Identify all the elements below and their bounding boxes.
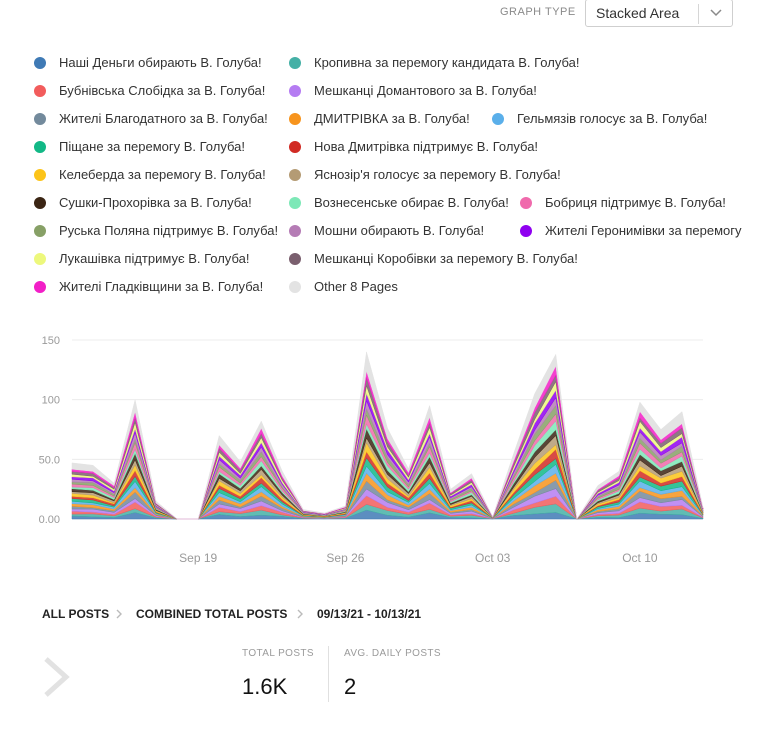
- y-tick-label: 100: [42, 395, 60, 407]
- legend-swatch: [289, 197, 301, 209]
- legend-swatch: [289, 85, 301, 97]
- chevron-right-icon: [297, 609, 303, 619]
- select-divider: [698, 4, 699, 24]
- legend-label: ДМИТРІВКА за В. Голуба!: [314, 111, 470, 126]
- y-tick-label: 50.0: [39, 454, 60, 466]
- legend-swatch: [520, 197, 532, 209]
- legend-swatch: [289, 57, 301, 69]
- legend-swatch: [289, 225, 301, 237]
- legend-label: Піщане за перемогу В. Голуба!: [59, 139, 245, 154]
- legend-swatch: [34, 85, 46, 97]
- legend-label: Нова Дмитрівка підтримує В. Голуба!: [314, 139, 539, 154]
- y-tick-label: 0.00: [39, 514, 60, 526]
- legend-label: Бобриця підтримує В. Голуба!: [545, 195, 726, 210]
- legend-label: Бубнівська Слобідка за В. Голуба!: [59, 83, 266, 98]
- legend-label: Жителі Благодатного за В. Голуба!: [59, 111, 268, 126]
- legend-swatch: [34, 281, 46, 293]
- x-tick-label: Sep 26: [326, 551, 364, 565]
- legend-label: Вознесенське обирає В. Голуба!: [314, 195, 509, 210]
- graph-type-value: Stacked Area: [596, 5, 680, 21]
- chevron-right-icon: [116, 609, 122, 619]
- legend-swatch: [289, 141, 301, 153]
- metrics-panel: TOTAL POSTS 1.6K AVG. DAILY POSTS 2: [0, 640, 763, 720]
- stacked-area-chart: 0.00 50.0 100 150 Sep 19 Sep 26 Oct 03 Oct 10: [39, 335, 704, 565]
- avg-daily-posts-value: 2: [344, 674, 357, 699]
- total-posts-value: 1.6K: [242, 674, 288, 699]
- legend-swatch: [34, 141, 46, 153]
- legend-swatch: [34, 225, 46, 237]
- legend-swatch: [34, 113, 46, 125]
- legend-label: Жителі Геронимівки за перемогу: [545, 223, 742, 238]
- legend-swatch: [289, 169, 301, 181]
- chevron-down-icon[interactable]: [704, 0, 728, 26]
- legend-swatch: [289, 113, 301, 125]
- legend-label: Мешканці Домантового за В. Голуба!: [314, 83, 537, 98]
- total-posts-label: TOTAL POSTS: [242, 648, 315, 659]
- chevron-right-icon[interactable]: [40, 655, 72, 699]
- legend-label: Жителі Гладківщини за В. Голуба!: [59, 279, 264, 294]
- legend-swatch: [34, 169, 46, 181]
- breadcrumb-combined-total[interactable]: COMBINED TOTAL POSTS: [136, 607, 288, 621]
- legend-label: Мешканці Коробівки за перемогу В. Голуба…: [314, 251, 578, 266]
- legend-label: Лукашівка підтримує В. Голуба!: [59, 251, 250, 266]
- legend-swatch: [492, 113, 504, 125]
- legend-swatch: [289, 281, 301, 293]
- legend-label: Яснозір'я голосує за перемогу В. Голуба!: [314, 167, 561, 182]
- legend-swatch: [34, 57, 46, 69]
- area-series[interactable]: [71, 351, 704, 520]
- x-tick-label: Sep 19: [179, 551, 217, 565]
- legend-label: Сушки-Прохорівка за В. Голуба!: [59, 195, 252, 210]
- breadcrumb-date-range: 09/13/21 - 10/13/21: [317, 607, 422, 621]
- graph-type-label: GRAPH TYPE: [500, 6, 576, 18]
- legend-label: Наші Деньги обирають В. Голуба!: [59, 55, 262, 70]
- legend-swatch: [289, 253, 301, 265]
- graph-type-select[interactable]: Stacked Area: [585, 0, 733, 27]
- legend-label: Гельмязів голосує за В. Голуба!: [517, 111, 708, 126]
- legend-label: Келеберда за перемогу В. Голуба!: [59, 167, 266, 182]
- breadcrumb-all-posts[interactable]: ALL POSTS: [42, 607, 110, 621]
- x-tick-label: Oct 10: [622, 551, 658, 565]
- x-tick-label: Oct 03: [475, 551, 511, 565]
- legend-swatch: [520, 225, 532, 237]
- y-tick-label: 150: [42, 335, 60, 347]
- legend-swatch: [34, 253, 46, 265]
- avg-daily-posts-label: AVG. DAILY POSTS: [344, 648, 441, 659]
- legend-swatch: [34, 197, 46, 209]
- legend-label: Кропивна за перемогу кандидата В. Голуба…: [314, 55, 580, 70]
- legend-label: Руська Поляна підтримує В. Голуба!: [59, 223, 279, 238]
- legend-label: Other 8 Pages: [314, 279, 398, 294]
- legend-label: Мошни обирають В. Голуба!: [314, 223, 485, 238]
- chart-legend: Наші Деньги обирають В. Голуба! Кропивна …: [34, 54, 763, 304]
- metric-divider: [328, 646, 329, 702]
